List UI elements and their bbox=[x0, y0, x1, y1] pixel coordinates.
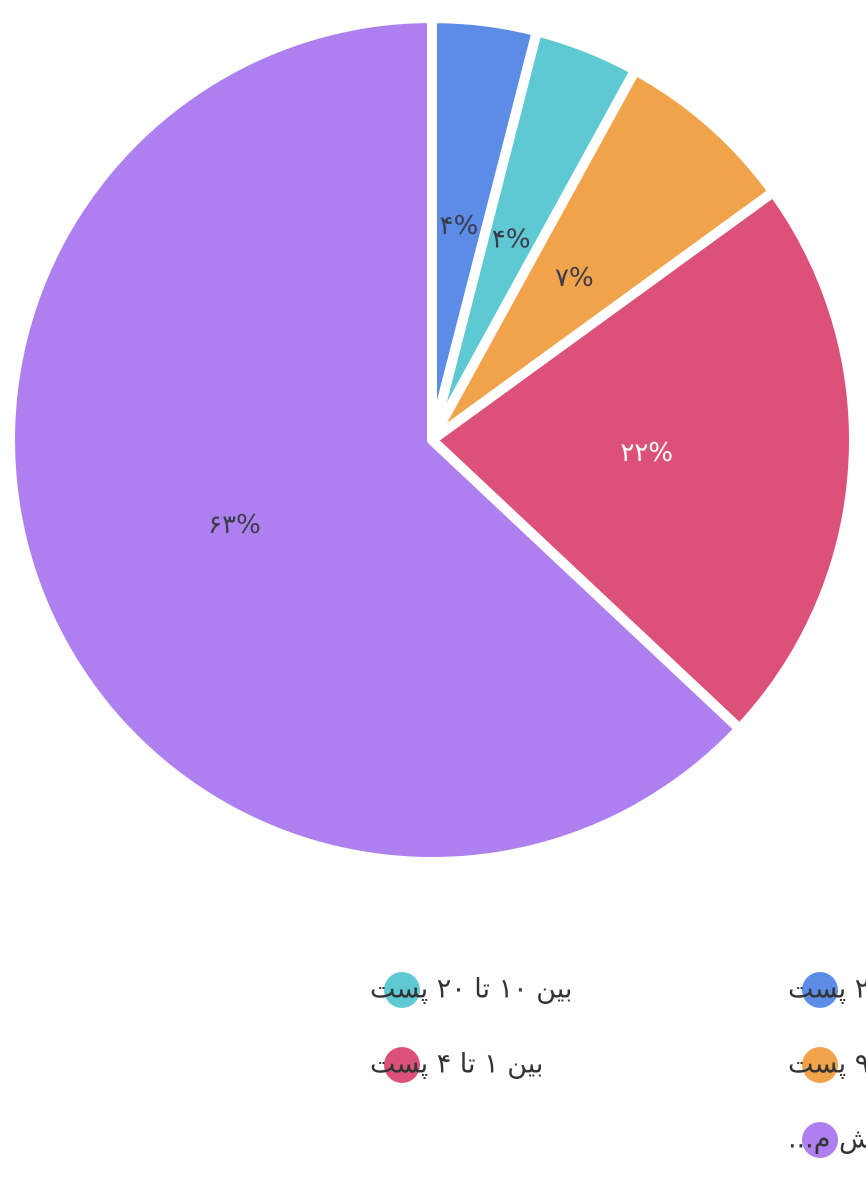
legend-marker bbox=[802, 1047, 838, 1083]
pie-slice bbox=[5, 13, 745, 867]
slice-label: ۶۳% bbox=[208, 510, 261, 540]
pie-slice bbox=[427, 186, 859, 734]
legend-marker bbox=[802, 972, 838, 1008]
slice-label: ۲۲% bbox=[620, 438, 673, 468]
legend-label: بین ۱ تا ۴ پست bbox=[370, 1049, 543, 1080]
legend-label: هیچ پستی با هوش م... bbox=[788, 1124, 866, 1155]
legend-label: بین ۱۰ تا ۲۰ پست bbox=[370, 974, 572, 1005]
slice-label: ۷% bbox=[555, 263, 594, 293]
legend-label: بین ۵ تا ۹ پست bbox=[788, 1049, 866, 1080]
legend-marker bbox=[802, 1122, 838, 1158]
slice-label: ۴% bbox=[492, 224, 531, 254]
slice-label: ۴% bbox=[440, 211, 479, 241]
legend-label: بیش از ۲۰ پست bbox=[788, 974, 866, 1005]
pie-slice bbox=[427, 65, 779, 445]
legend-marker bbox=[384, 1047, 420, 1083]
legend-marker bbox=[384, 972, 420, 1008]
